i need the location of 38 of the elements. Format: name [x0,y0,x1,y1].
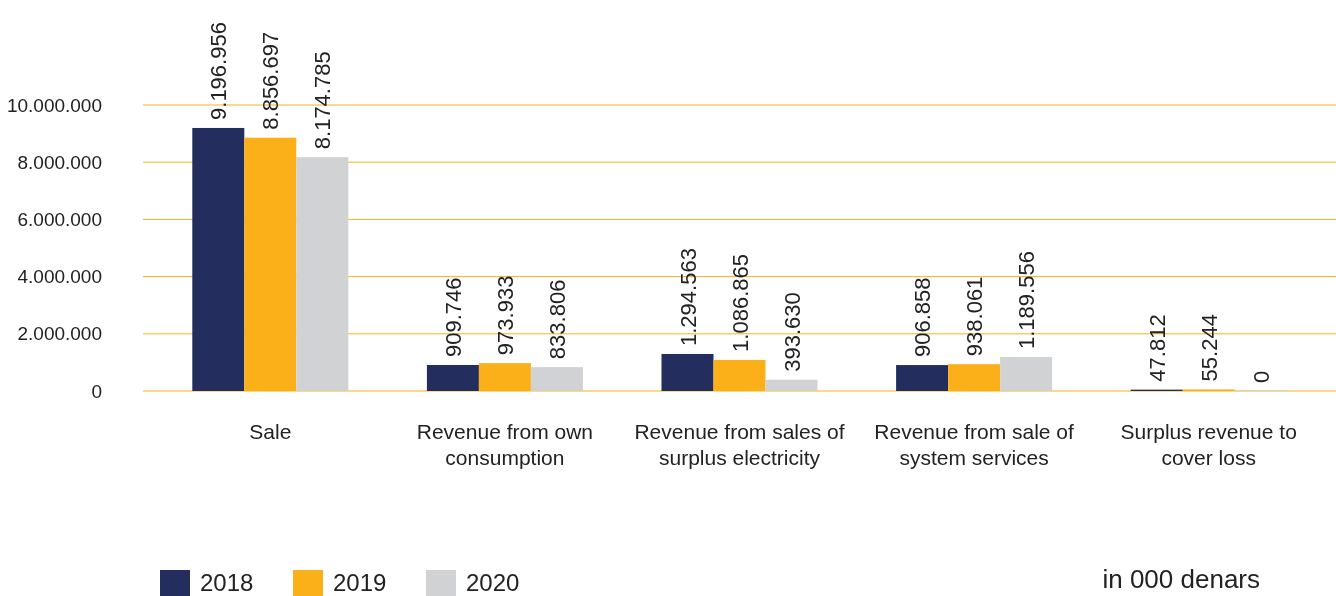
legend-label: 2020 [466,569,520,596]
y-tick-label: 6.000.000 [17,209,102,231]
y-tick-label: 0 [91,380,102,402]
data-label: 1.294.563 [675,248,701,346]
legend-label: 2019 [333,569,387,596]
data-label: 1.086.865 [727,254,753,352]
text: in 000 denars [1102,564,1260,595]
bar [896,365,949,391]
data-label: 55.244 [1196,314,1222,382]
data-label: 8.174.785 [310,51,336,150]
data-label: 393.630 [779,292,805,372]
bar [530,367,583,391]
legend-label: 2018 [200,569,254,596]
data-label: 8.856.697 [258,31,284,130]
x-tick-label: Revenue from sale of system services [874,420,1075,469]
bar [661,353,714,391]
bar [192,127,245,391]
data-label: 938.061 [962,276,988,357]
x-tick-label: Revenue from sales of surplus electricity [634,420,845,469]
data-label: 47.812 [1144,314,1170,382]
bar [1000,356,1053,391]
y-tick-label: 2.000.000 [17,323,102,345]
data-label: 9.196.956 [206,22,232,120]
data-label: 1.189.556 [1014,251,1040,349]
x-tick-label: Sale [249,420,292,443]
data-label: 833.806 [544,279,570,360]
y-tick-label: 4.000.000 [17,266,102,288]
data-label: 973.933 [492,275,518,356]
y-tick-label: 8.000.000 [17,151,102,173]
data-label: 0 [1248,370,1274,383]
bar [765,379,818,391]
bar [426,364,479,391]
y-tick-label: 10.000.000 [6,94,102,116]
data-label: 906.858 [910,277,936,358]
x-tick-label: Surplus revenue to cover loss [1120,420,1297,469]
data-label: 909.746 [440,277,466,357]
x-tick-label: Revenue from own consumption [416,420,594,469]
bar [296,157,349,391]
